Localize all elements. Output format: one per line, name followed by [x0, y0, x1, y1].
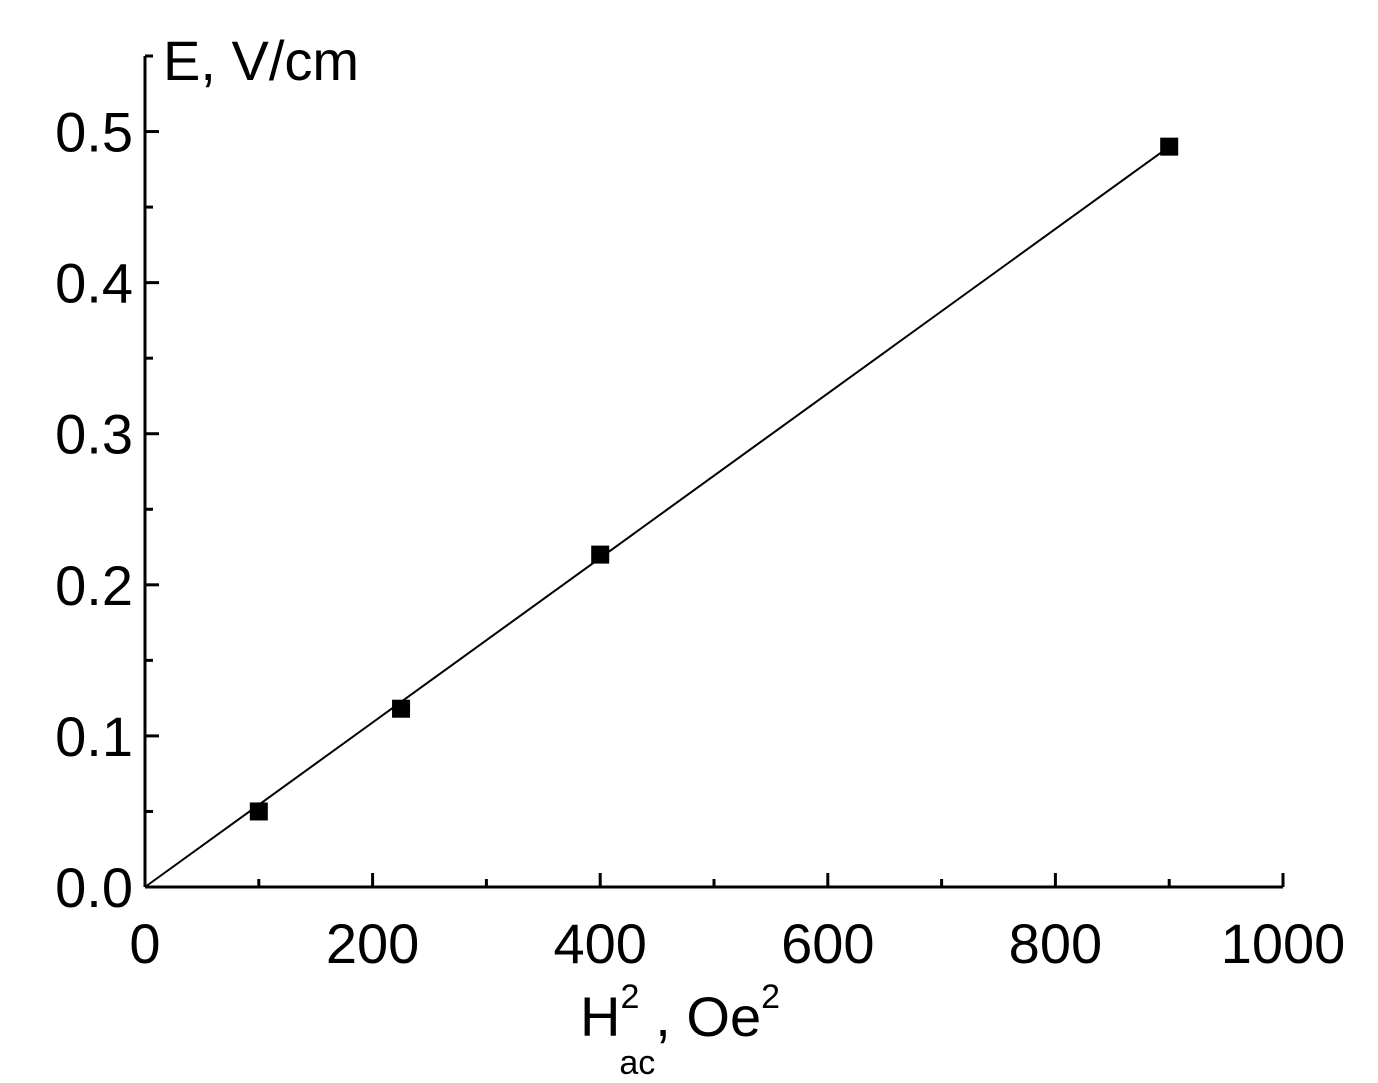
y-tick-label: 0.5: [55, 101, 133, 164]
fit-line: [144, 145, 1170, 888]
x-tick-label: 0: [129, 912, 160, 975]
y-axis-tick-labels: 0.0 0.1 0.2 0.3 0.4 0.5: [55, 101, 133, 919]
x-axis-title-rest: , Oe: [655, 985, 761, 1048]
x-axis-title-rest-sup: 2: [761, 978, 780, 1016]
axes: [143, 54, 1283, 889]
fit-line-group: [144, 145, 1170, 888]
y-axis-title: E, V/cm: [163, 29, 359, 92]
y-tick-label: 0.0: [55, 856, 133, 919]
x-axis-title-sub: ac: [619, 1044, 655, 1082]
data-point: [249, 802, 268, 821]
data-points: [249, 137, 1179, 821]
y-tick-label: 0.2: [55, 554, 133, 617]
x-tick-label: 1000: [1221, 912, 1346, 975]
x-axis-title: H2 ac, Oe2: [580, 978, 780, 1082]
data-point: [1160, 137, 1179, 156]
x-axis-title-sup: 2: [620, 978, 639, 1016]
x-axis-title-base: H: [580, 985, 620, 1048]
y-tick-label: 0.1: [55, 705, 133, 768]
y-tick-label: 0.3: [55, 403, 133, 466]
y-axis-ticks: [145, 130, 159, 889]
x-tick-label: 600: [781, 912, 874, 975]
y-tick-label: 0.4: [55, 252, 133, 315]
x-tick-label: 200: [326, 912, 419, 975]
data-point: [392, 699, 411, 718]
x-tick-label: 400: [553, 912, 646, 975]
data-point: [591, 545, 610, 564]
x-axis-tick-labels: 0 200 400 600 800 1000: [129, 912, 1345, 975]
x-tick-label: 800: [1009, 912, 1102, 975]
x-axis-ticks: [143, 873, 1285, 887]
